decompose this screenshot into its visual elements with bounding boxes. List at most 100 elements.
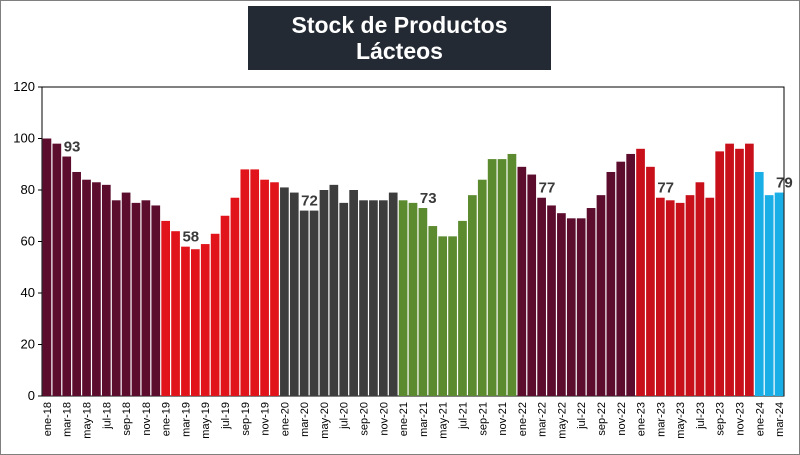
- bar: [448, 236, 457, 396]
- x-tick-label: ene-20: [279, 402, 291, 436]
- x-tick-label: ene-18: [42, 402, 54, 436]
- bar: [468, 195, 477, 396]
- bar: [181, 246, 190, 396]
- bar: [388, 192, 398, 396]
- x-tick-label: mar-20: [299, 402, 311, 437]
- bar: [418, 208, 428, 396]
- data-label: 72: [301, 193, 318, 210]
- bar: [725, 143, 734, 396]
- x-tick-label: mar-21: [418, 402, 430, 437]
- bar: [369, 200, 378, 396]
- bar: [141, 200, 151, 396]
- bar: [289, 192, 299, 396]
- bar: [62, 156, 72, 396]
- x-tick-label: jul-20: [339, 402, 351, 430]
- bar: [517, 166, 527, 396]
- x-tick-label: may-23: [675, 402, 687, 439]
- bar: [339, 202, 349, 396]
- bar: [745, 143, 754, 396]
- bar: [695, 182, 705, 396]
- x-tick-label: nov-22: [616, 402, 628, 436]
- x-tick-label: may-19: [200, 402, 212, 439]
- data-label: 73: [420, 190, 437, 207]
- bar: [774, 192, 784, 396]
- bar: [131, 202, 141, 396]
- bar: [458, 220, 467, 396]
- x-tick-label: sep-19: [240, 402, 252, 436]
- bar: [151, 205, 161, 396]
- x-tick-label: ene-19: [161, 402, 173, 436]
- bar: [220, 215, 230, 396]
- x-tick-label: may-21: [438, 402, 450, 439]
- x-tick-label: may-18: [82, 402, 94, 439]
- x-tick-label: nov-18: [141, 402, 153, 436]
- bar: [576, 218, 586, 396]
- bar: [230, 197, 240, 396]
- y-tick-label: 120: [13, 79, 35, 94]
- x-tick-label: mar-23: [655, 402, 667, 437]
- x-tick-label: ene-22: [517, 402, 529, 436]
- bar: [596, 195, 606, 396]
- bar: [72, 171, 81, 396]
- bar: [715, 151, 725, 396]
- bar: [507, 153, 517, 396]
- chart-title: Stock de Productos Lácteos: [291, 12, 508, 64]
- bar: [566, 218, 576, 396]
- bar: [210, 233, 220, 396]
- bar: [200, 244, 210, 396]
- x-tick-label: nov-20: [378, 402, 390, 436]
- bar: [557, 213, 566, 396]
- bar: [349, 190, 358, 396]
- data-label: 79: [776, 175, 793, 192]
- x-tick-label: mar-22: [537, 402, 549, 437]
- x-tick-label: nov-19: [260, 402, 272, 436]
- bar: [92, 182, 101, 396]
- bar: [309, 210, 319, 396]
- bar: [665, 200, 675, 396]
- bar: [438, 236, 448, 396]
- bar: [477, 179, 487, 396]
- x-tick-label: nov-21: [497, 402, 509, 436]
- bar: [675, 202, 685, 396]
- bar: [250, 169, 260, 396]
- bar: [487, 159, 497, 396]
- data-label: 58: [182, 229, 199, 246]
- x-tick-label: may-20: [319, 402, 331, 439]
- bar: [329, 184, 339, 396]
- x-tick-label: sep-18: [121, 402, 133, 436]
- bar: [82, 179, 91, 396]
- bar: [280, 187, 289, 396]
- y-tick-label: 80: [21, 182, 35, 197]
- chart-subtitle: - enero 2018 = 100 -: [322, 68, 477, 87]
- bar: [537, 197, 546, 396]
- x-tick-label: jul-21: [457, 402, 469, 430]
- bar: [586, 208, 596, 396]
- x-tick-label: sep-20: [359, 402, 371, 436]
- y-tick-label: 0: [28, 388, 35, 403]
- bar: [171, 231, 180, 396]
- bar: [646, 166, 655, 396]
- x-tick-label: may-22: [556, 402, 568, 439]
- bar: [121, 192, 131, 396]
- bar: [527, 174, 537, 396]
- bar: [319, 190, 329, 396]
- bar: [398, 200, 408, 396]
- x-tick-label: mar-24: [774, 402, 786, 437]
- x-tick-label: jul-22: [576, 402, 588, 430]
- x-tick-label: jul-18: [101, 402, 113, 430]
- x-tick-label: ene-23: [636, 402, 648, 436]
- y-tick-label: 20: [21, 337, 35, 352]
- bar: [270, 182, 279, 396]
- bar: [547, 205, 556, 396]
- bar: [636, 148, 645, 396]
- x-tick-label: nov-23: [734, 402, 746, 436]
- x-tick-label: sep-23: [715, 402, 727, 436]
- x-tick-label: ene-21: [398, 402, 410, 436]
- bar: [240, 169, 250, 396]
- bar: [497, 159, 507, 396]
- bar: [655, 197, 665, 396]
- bar: [735, 148, 744, 396]
- data-label: 77: [657, 180, 674, 197]
- y-tick-label: 100: [13, 131, 35, 146]
